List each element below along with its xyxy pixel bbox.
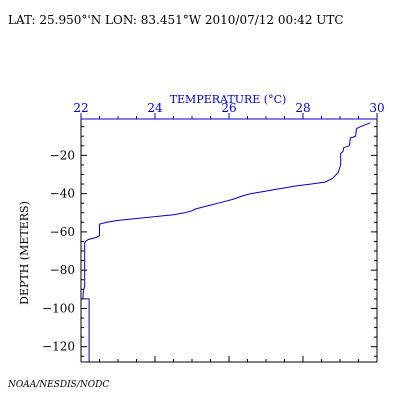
y-tick-label: −120 bbox=[42, 340, 75, 354]
x-tick-label: 30 bbox=[369, 101, 384, 115]
x-tick-label: 28 bbox=[295, 101, 310, 115]
y-axis-ticks: −20 −40 −60 −80 −100 −120 bbox=[42, 126, 377, 357]
profile-series bbox=[82, 122, 371, 362]
x-tick-label: 22 bbox=[73, 101, 88, 115]
x-tick-label: 24 bbox=[147, 101, 163, 115]
y-axis-label: DEPTH (METERS) bbox=[18, 201, 31, 305]
footer-credit: NOAA/NESDIS/NODC bbox=[7, 380, 109, 390]
x-tick-label: 26 bbox=[221, 101, 236, 115]
y-tick-label: −60 bbox=[50, 225, 75, 239]
y-tick-label: −20 bbox=[50, 148, 75, 162]
x-axis-ticks: 22 24 26 28 30 bbox=[73, 101, 385, 362]
y-tick-label: −100 bbox=[42, 301, 75, 315]
y-tick-label: −40 bbox=[50, 187, 75, 201]
header-location-time: LAT: 25.950°'N LON: 83.451°W 2010/07/12 … bbox=[8, 13, 344, 27]
x-axis-label: TEMPERATURE (°C) bbox=[170, 93, 287, 106]
y-tick-label: −80 bbox=[50, 263, 75, 277]
plot-frame bbox=[80, 118, 378, 363]
temperature-profile-line bbox=[82, 122, 371, 362]
